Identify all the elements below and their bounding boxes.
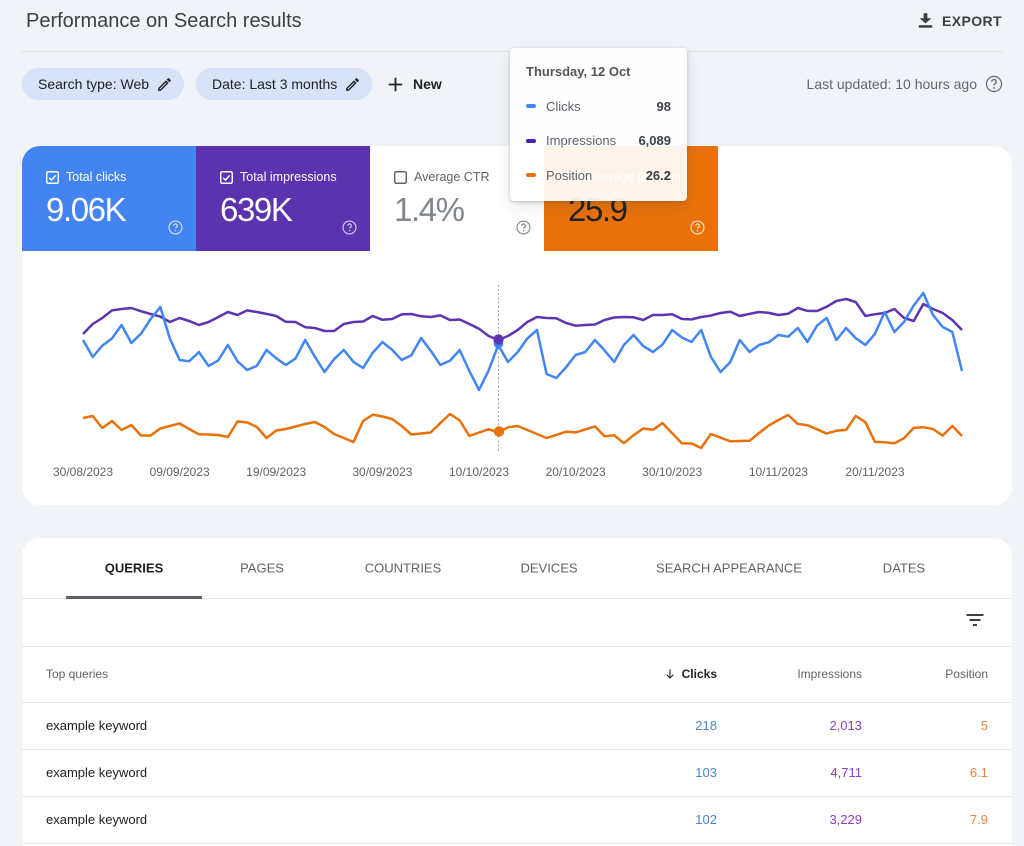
svg-text:30/09/2023: 30/09/2023: [352, 465, 412, 479]
svg-text:10/11/2023: 10/11/2023: [749, 465, 808, 479]
svg-text:30/10/2023: 30/10/2023: [642, 465, 702, 479]
svg-text:20/10/2023: 20/10/2023: [546, 465, 606, 479]
svg-text:09/09/2023: 09/09/2023: [150, 465, 210, 479]
svg-text:19/09/2023: 19/09/2023: [246, 465, 306, 479]
svg-text:10/10/2023: 10/10/2023: [449, 465, 509, 479]
svg-text:30/08/2023: 30/08/2023: [53, 465, 113, 479]
svg-text:20/11/2023: 20/11/2023: [845, 465, 904, 479]
